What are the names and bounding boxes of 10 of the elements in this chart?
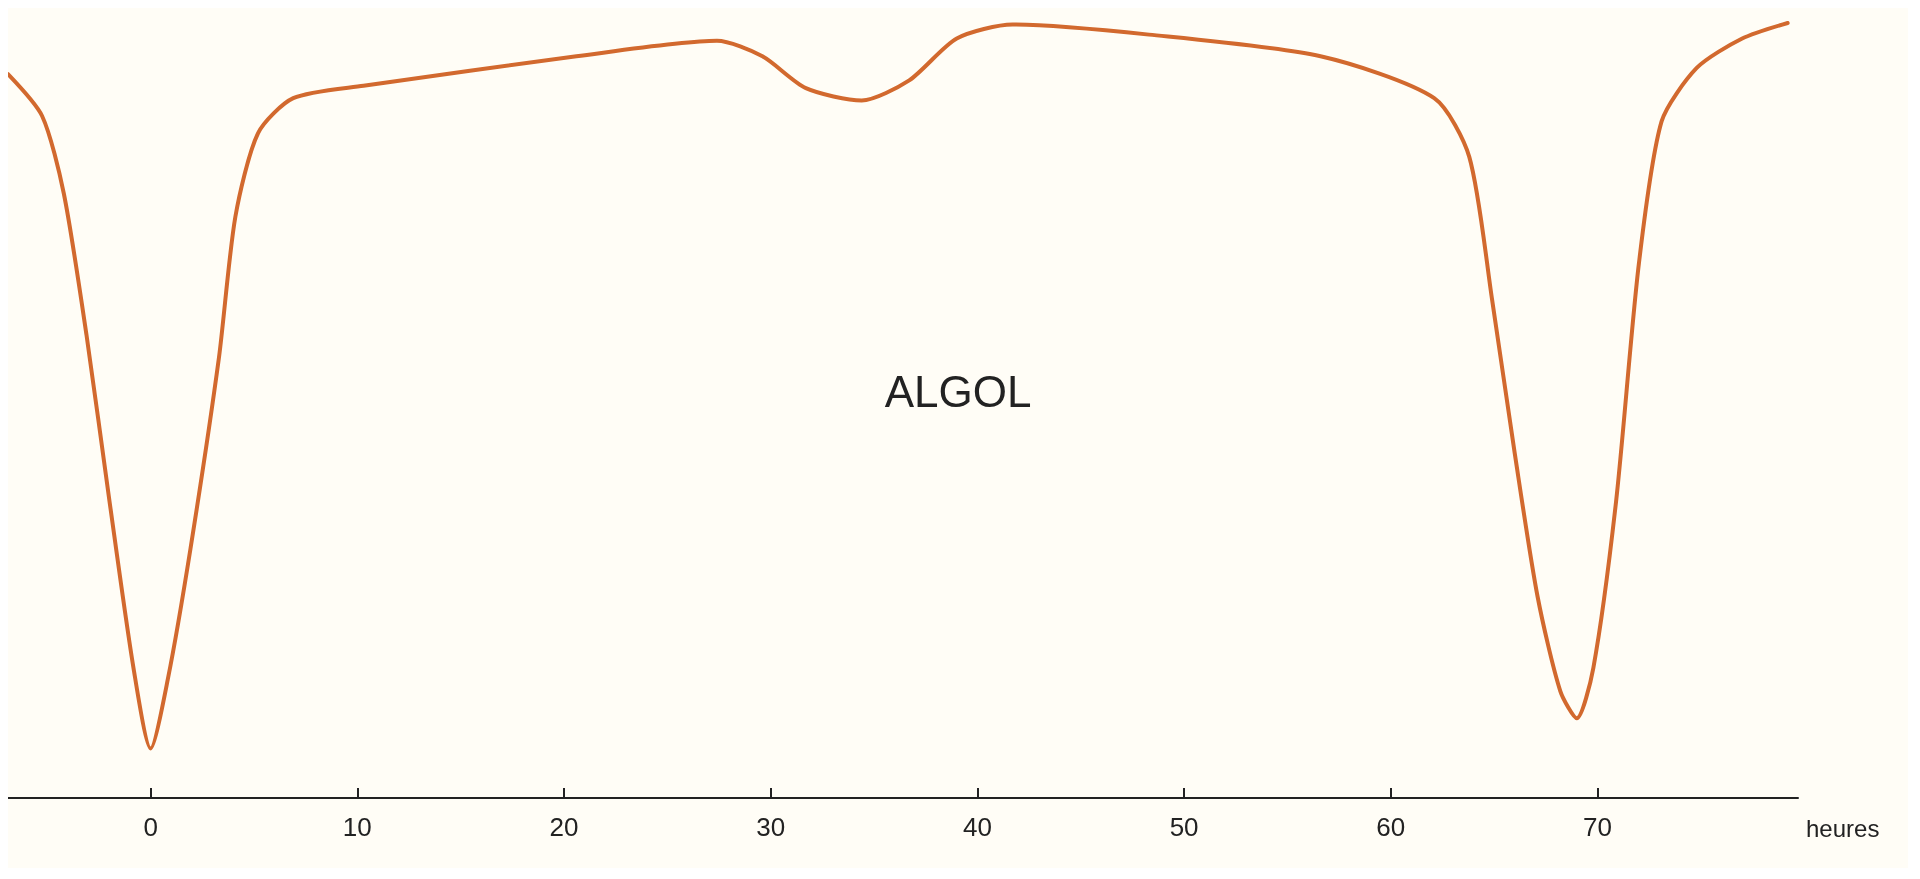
x-tick-label: 60 xyxy=(1376,812,1406,842)
x-tick-label: 40 xyxy=(962,812,992,842)
x-axis-title: heures xyxy=(1806,814,1880,842)
x-tick-label: 0 xyxy=(143,812,158,842)
x-tick-label: 20 xyxy=(549,812,579,842)
x-tick-label: 30 xyxy=(756,812,786,842)
x-tick-label: 10 xyxy=(342,812,372,842)
x-tick-label: 70 xyxy=(1583,812,1612,842)
annotation: ALGOL xyxy=(884,366,1032,416)
x-tick-label: 50 xyxy=(1169,812,1199,842)
